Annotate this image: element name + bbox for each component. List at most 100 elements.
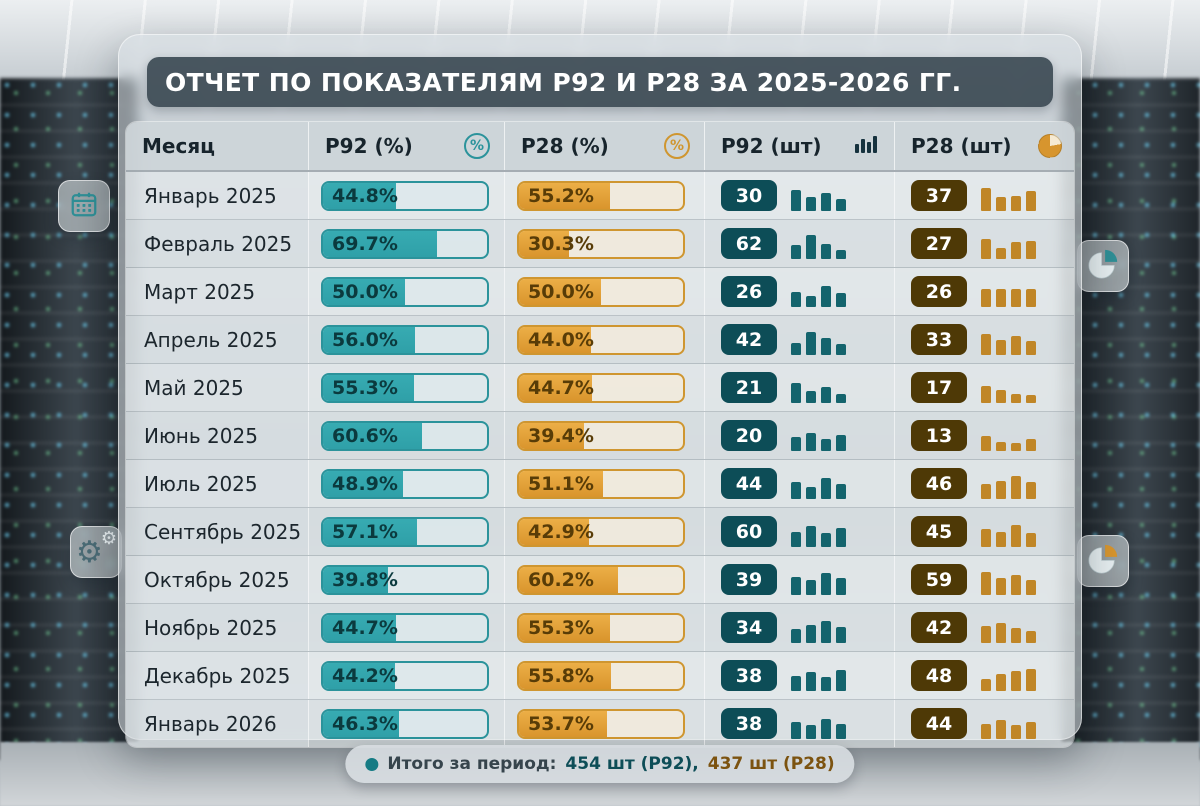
calendar-button[interactable] <box>58 180 110 232</box>
table-row: Январь 2026 46.3% 53.7% 38 44 <box>126 700 1074 747</box>
p92-count-badge: 34 <box>721 612 777 643</box>
p92-count-badge: 21 <box>721 372 777 403</box>
p92-count-cell: 21 <box>704 364 894 411</box>
p28-sparkline <box>981 613 1036 643</box>
p92-sparkline <box>791 325 846 355</box>
header-p92-percent-label: P92 (%) <box>325 134 413 158</box>
pie-chart-icon <box>1086 542 1120 580</box>
p28-percent-fill <box>519 518 590 545</box>
p92-count-cell: 20 <box>704 412 894 459</box>
p28-count-badge: 13 <box>911 420 967 451</box>
settings-button[interactable]: ⚙ ⚙ <box>70 526 122 578</box>
p28-count-badge: 44 <box>911 708 967 739</box>
month-label: Январь 2026 <box>126 700 308 747</box>
p92-percent-value: 69.7% <box>332 232 398 255</box>
p28-percent-cell: 53.7% <box>504 700 704 747</box>
p28-sparkline <box>981 325 1036 355</box>
p28-count-badge: 37 <box>911 180 967 211</box>
p92-count-badge: 39 <box>721 564 777 595</box>
p92-percent-fill <box>323 230 438 257</box>
p92-sparkline <box>791 229 846 259</box>
p92-percent-fill <box>323 710 399 737</box>
month-label: Апрель 2025 <box>126 316 308 363</box>
p92-percent-value: 55.3% <box>332 376 398 399</box>
p28-percent-fill <box>519 470 603 497</box>
totals-p92: 454 шт (P92), <box>565 754 699 774</box>
p28-sparkline <box>981 373 1036 403</box>
p28-percent-cell: 42.9% <box>504 508 704 555</box>
p92-count-badge: 62 <box>721 228 777 259</box>
p92-percent-cell: 60.6% <box>308 412 504 459</box>
p28-count-cell: 27 <box>894 220 1074 267</box>
p92-percent-fill <box>323 422 423 449</box>
p92-count-badge: 30 <box>721 180 777 211</box>
p92-percent-cell: 44.8% <box>308 172 504 219</box>
p28-percent-value: 39.4% <box>528 424 594 447</box>
p28-percent-cell: 39.4% <box>504 412 704 459</box>
p28-percent-fill <box>519 182 610 209</box>
p28-count-badge: 46 <box>911 468 967 499</box>
month-label: Сентябрь 2025 <box>126 508 308 555</box>
month-label: Октябрь 2025 <box>126 556 308 603</box>
p92-percent-cell: 39.8% <box>308 556 504 603</box>
p28-count-cell: 59 <box>894 556 1074 603</box>
p28-percent-value: 44.0% <box>528 328 594 351</box>
p28-sparkline <box>981 661 1036 691</box>
table-header: Месяц P92 (%) % P28 (%) % P92 (шт) <box>126 122 1074 172</box>
p28-percent-value: 55.3% <box>528 616 594 639</box>
p92-percent-cell: 69.7% <box>308 220 504 267</box>
table-row: Декабрь 2025 44.2% 55.8% 38 48 <box>126 652 1074 700</box>
p28-percent-value: 42.9% <box>528 520 594 543</box>
month-label: Ноябрь 2025 <box>126 604 308 651</box>
table-row: Январь 2025 44.8% 55.2% 30 37 <box>126 172 1074 220</box>
p28-sparkline <box>981 469 1036 499</box>
server-rack-right <box>1062 78 1200 760</box>
p92-percent-value: 44.7% <box>332 616 398 639</box>
p28-percent-value: 53.7% <box>528 712 594 735</box>
p28-count-cell: 26 <box>894 268 1074 315</box>
p28-percent-cell: 55.2% <box>504 172 704 219</box>
header-p28-percent-label: P28 (%) <box>521 134 609 158</box>
p28-count-badge: 17 <box>911 372 967 403</box>
p92-sparkline <box>791 469 846 499</box>
p92-percent-value: 57.1% <box>332 520 398 543</box>
p92-count-badge: 38 <box>721 708 777 739</box>
p92-count-cell: 26 <box>704 268 894 315</box>
table-row: Март 2025 50.0% 50.0% 26 26 <box>126 268 1074 316</box>
p28-percent-cell: 51.1% <box>504 460 704 507</box>
p28-count-badge: 42 <box>911 612 967 643</box>
calendar-icon <box>69 189 99 223</box>
p92-count-badge: 26 <box>721 276 777 307</box>
p92-percent-fill <box>323 182 397 209</box>
p28-sparkline <box>981 421 1036 451</box>
p92-percent-fill <box>323 326 415 353</box>
p28-percent-value: 50.0% <box>528 280 594 303</box>
gear-icon: ⚙ ⚙ <box>76 528 117 570</box>
p92-percent-fill <box>323 278 405 305</box>
p28-percent-bar: 60.2% <box>517 564 685 595</box>
table-row: Апрель 2025 56.0% 44.0% 42 33 <box>126 316 1074 364</box>
p92-percent-fill <box>323 374 414 401</box>
p92-percent-bar: 48.9% <box>321 468 489 499</box>
month-label: Январь 2025 <box>126 172 308 219</box>
pie-chart-button-1[interactable] <box>1077 240 1129 292</box>
header-p92-percent: P92 (%) % <box>308 122 504 170</box>
p28-count-badge: 48 <box>911 660 967 691</box>
p28-sparkline <box>981 565 1036 595</box>
p92-count-badge: 38 <box>721 660 777 691</box>
p92-percent-cell: 50.0% <box>308 268 504 315</box>
p92-sparkline <box>791 181 846 211</box>
p92-percent-bar: 60.6% <box>321 420 489 451</box>
p92-sparkline <box>791 565 846 595</box>
header-p92-count: P92 (шт) <box>704 122 894 170</box>
table-row: Февраль 2025 69.7% 30.3% 62 27 <box>126 220 1074 268</box>
p92-percent-bar: 57.1% <box>321 516 489 547</box>
page-title: ОТЧЕТ ПО ПОКАЗАТЕЛЯМ P92 И P28 ЗА 2025-2… <box>147 57 1053 107</box>
pie-chart-button-2[interactable] <box>1077 535 1129 587</box>
header-p92-count-label: P92 (шт) <box>721 134 822 158</box>
p92-percent-bar: 46.3% <box>321 708 489 739</box>
p28-count-cell: 37 <box>894 172 1074 219</box>
header-p28-count: P28 (шт) <box>894 122 1074 170</box>
p92-sparkline <box>791 613 846 643</box>
p92-percent-bar: 56.0% <box>321 324 489 355</box>
